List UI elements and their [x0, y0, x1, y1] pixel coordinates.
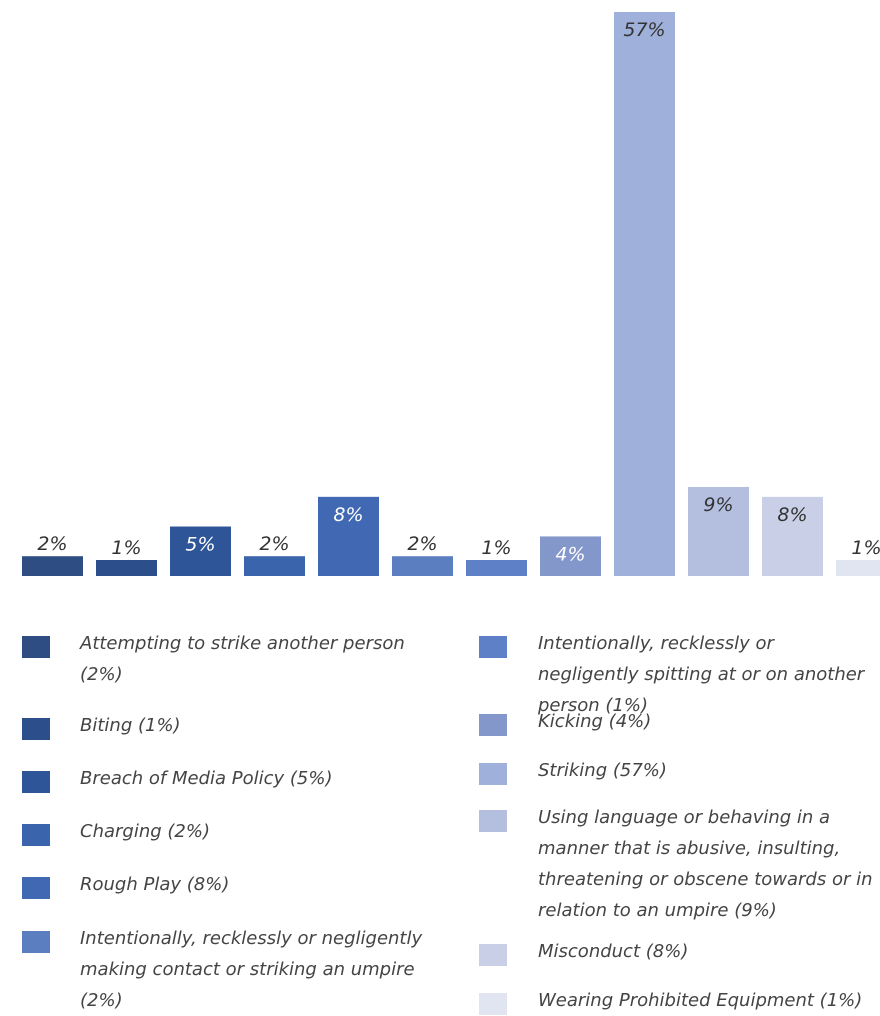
bar-12 — [836, 560, 880, 576]
bar-chart: 2% 1% 5% 2% 8% 2% 1% 4% 57% 9% 8% 1% — [22, 12, 880, 576]
bar-5 — [318, 496, 379, 576]
bar-label-4: 2% — [259, 533, 289, 555]
legend-label: Wearing Prohibited Equipment (1%) — [538, 990, 863, 1011]
bar-11 — [762, 496, 823, 576]
bar-1 — [22, 556, 83, 576]
bar-7 — [466, 560, 527, 576]
legend-swatch — [22, 824, 50, 846]
legend-label: Rough Play (8%) — [80, 874, 230, 895]
legend-swatch — [479, 810, 507, 832]
legend-swatch — [22, 877, 50, 899]
bar-9 — [614, 12, 675, 576]
legend-swatch — [479, 714, 507, 736]
bar-label-10: 9% — [703, 494, 733, 516]
legend-swatch — [479, 636, 507, 658]
bar-label-12: 1% — [851, 537, 880, 559]
legend-label: Intentionally, recklessly or negligently… — [538, 633, 865, 716]
legend-swatch — [22, 931, 50, 953]
bar-4 — [244, 556, 305, 576]
legend-label: Kicking (4%) — [538, 711, 652, 732]
bar-3 — [170, 526, 231, 576]
bar-label-8: 4% — [555, 543, 585, 565]
bar-label-11: 8% — [777, 504, 807, 526]
bar-label-1: 2% — [37, 533, 67, 555]
legend-label: Misconduct (8%) — [538, 941, 689, 962]
legend-label: Intentionally, recklessly or negligently… — [80, 928, 423, 1011]
bar-6 — [392, 556, 453, 576]
legend-label: Striking (57%) — [538, 760, 667, 781]
legend-label: Using language or behaving in a manner t… — [538, 807, 873, 921]
legend-swatch — [22, 771, 50, 793]
legend-swatch — [22, 636, 50, 658]
bar-label-9: 57% — [623, 19, 665, 41]
bar-label-2: 1% — [111, 537, 141, 559]
bar-label-3: 5% — [185, 534, 215, 556]
bar-label-6: 2% — [407, 533, 437, 555]
legend-swatch — [479, 763, 507, 785]
legend-label: Charging (2%) — [80, 821, 210, 842]
legend-label: Attempting to strike another person (2%) — [80, 633, 405, 685]
legend-label: Biting (1%) — [80, 715, 181, 736]
bar-8 — [540, 536, 601, 576]
legend-label: Breach of Media Policy (5%) — [80, 768, 333, 789]
bar-label-5: 8% — [333, 504, 363, 526]
bar-2 — [96, 560, 157, 576]
legend-swatch — [22, 718, 50, 740]
legend-swatch — [479, 944, 507, 966]
bar-label-7: 1% — [481, 537, 511, 559]
bar-10 — [688, 486, 749, 576]
legend-swatch — [479, 993, 507, 1015]
